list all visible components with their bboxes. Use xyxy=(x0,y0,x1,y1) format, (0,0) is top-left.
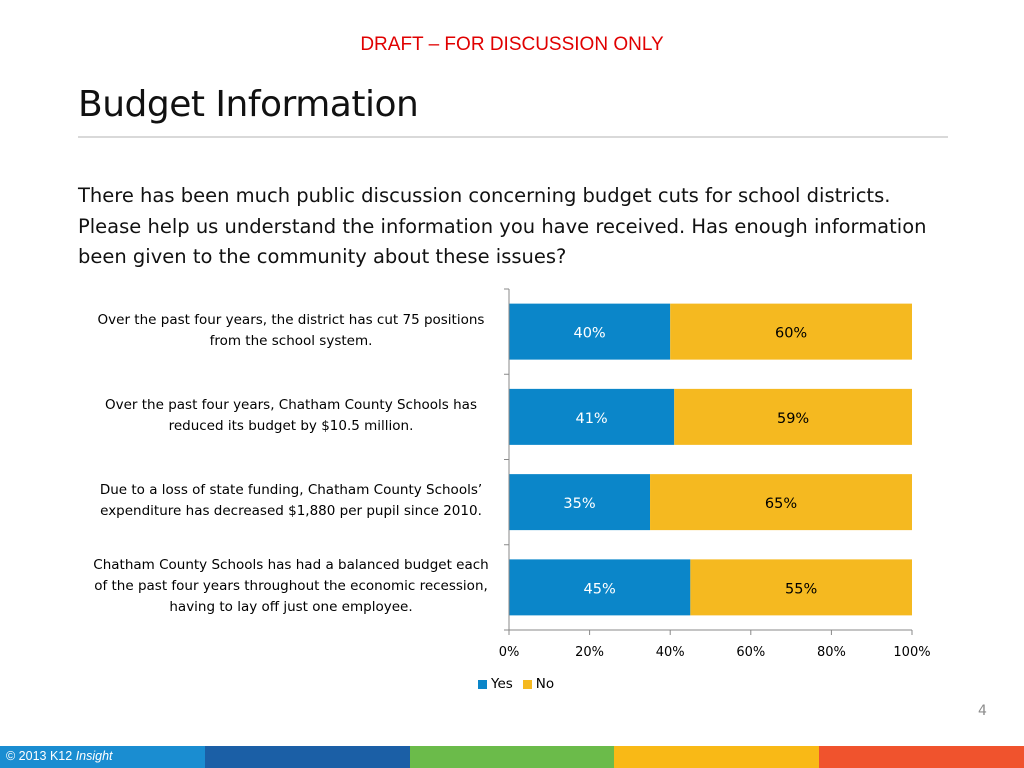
data-label-yes-2: 41% xyxy=(575,411,607,427)
x-tick-label-1: 20% xyxy=(575,645,604,660)
data-label-no-2: 59% xyxy=(777,411,809,427)
page-number: 4 xyxy=(978,703,987,719)
data-label-yes-3: 35% xyxy=(563,496,595,512)
x-tick-label-2: 40% xyxy=(656,645,685,660)
legend-swatch-yes xyxy=(478,679,487,689)
legend-label-no: No xyxy=(535,676,555,692)
page-title: Budget Information xyxy=(78,84,419,125)
legend-item-yes: Yes xyxy=(478,676,513,692)
copyright-text: © 2013 K12 xyxy=(6,749,73,763)
bar-no-3 xyxy=(650,474,912,531)
title-divider xyxy=(78,136,948,138)
legend-swatch-no xyxy=(522,679,532,689)
category-label-1: Over the past four years, the district h… xyxy=(97,312,485,349)
category-label-3: Due to a loss of state funding, Chatham … xyxy=(99,482,483,519)
category-label-2: Over the past four years, Chatham County… xyxy=(104,397,477,434)
bar-yes-1 xyxy=(509,303,671,360)
x-tick-label-3: 60% xyxy=(736,645,765,660)
x-tick-label-4: 80% xyxy=(817,645,846,660)
footer-segment-1 xyxy=(0,746,205,768)
bar-yes-4 xyxy=(509,559,691,616)
data-label-no-1: 60% xyxy=(775,326,807,342)
footer-bar xyxy=(0,746,1024,768)
x-tick-label-0: 0% xyxy=(499,645,520,660)
x-tick-label-5: 100% xyxy=(893,645,930,660)
footer-segment-4 xyxy=(614,746,820,768)
data-label-yes-1: 40% xyxy=(573,326,605,342)
bar-no-1 xyxy=(670,303,912,360)
footer-segment-5 xyxy=(819,746,1024,768)
legend-label-yes: Yes xyxy=(491,676,513,692)
legend-item-no: No xyxy=(522,676,555,692)
data-label-yes-4: 45% xyxy=(584,581,616,597)
brand-name: Insight xyxy=(75,749,113,763)
survey-question: There has been much public discussion co… xyxy=(78,184,927,268)
footer-segment-3 xyxy=(409,746,615,768)
bar-yes-3 xyxy=(509,474,651,531)
data-label-no-3: 65% xyxy=(765,496,797,512)
bar-no-2 xyxy=(674,388,912,445)
data-label-no-4: 55% xyxy=(785,581,817,597)
bar-yes-2 xyxy=(509,388,675,445)
category-label-4: Chatham County Schools has had a balance… xyxy=(93,557,489,615)
bar-no-4 xyxy=(690,559,912,616)
footer-copyright: © 2013 K12 Insight xyxy=(6,749,113,763)
draft-notice: DRAFT – FOR DISCUSSION ONLY xyxy=(360,34,664,55)
chart-legend: Yes No xyxy=(478,676,564,692)
footer-segment-2 xyxy=(204,746,410,768)
